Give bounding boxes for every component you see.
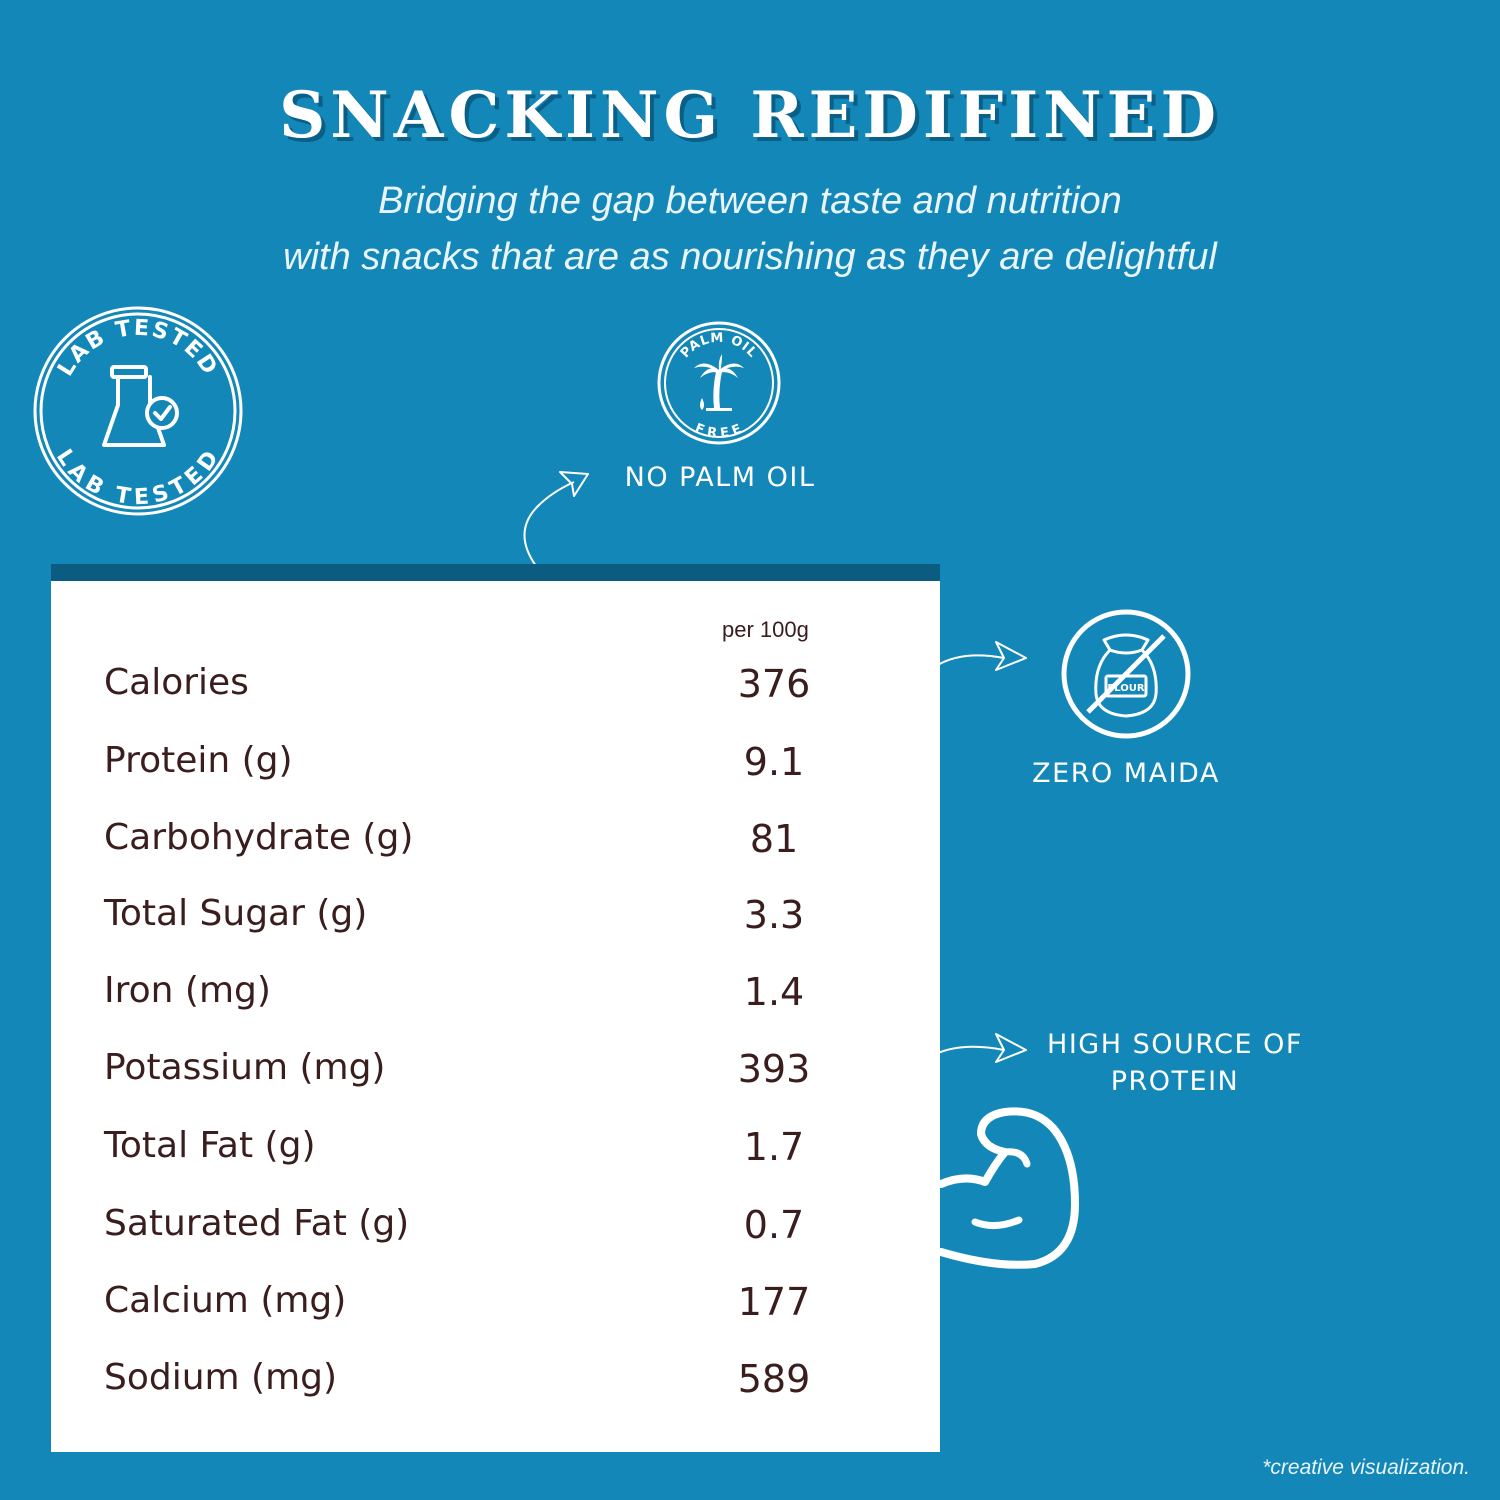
nutrition-row-calcium: Calcium (mg) 177 xyxy=(104,1280,844,1340)
nutrient-value: 1.7 xyxy=(743,1125,805,1169)
nutrition-row-sodium: Sodium (mg) 589 xyxy=(104,1357,844,1417)
nutrient-value: 589 xyxy=(737,1357,811,1401)
zero-maida-label: ZERO MAIDA xyxy=(1032,758,1220,789)
footnote: *creative visualization. xyxy=(1262,1456,1470,1479)
nutrient-name: Iron (mg) xyxy=(104,970,271,1011)
nutrient-value: 9.1 xyxy=(743,740,805,784)
nutrition-row-calories: Calories 376 xyxy=(104,662,844,722)
nutrient-value: 0.7 xyxy=(743,1203,805,1247)
nutrient-name: Total Fat (g) xyxy=(104,1125,316,1166)
nutrition-panel-header-bar xyxy=(51,564,940,581)
arrow-to-protein-icon xyxy=(935,1033,1027,1063)
palm-oil-free-badge: PALM OIL FREE xyxy=(657,321,781,445)
nutrient-name: Saturated Fat (g) xyxy=(104,1203,410,1244)
no-palm-oil-label: NO PALM OIL xyxy=(624,462,816,493)
palm-oil-bottom-text: FREE xyxy=(693,421,746,441)
nutrient-name: Calcium (mg) xyxy=(104,1280,347,1321)
arrow-to-palm-oil-icon xyxy=(523,471,589,567)
high-protein-label: HIGH SOURCE OF PROTEIN xyxy=(1030,1026,1320,1100)
nutrient-name: Calories xyxy=(104,662,249,703)
nutrient-name: Potassium (mg) xyxy=(104,1047,386,1088)
nutrition-row-iron: Iron (mg) 1.4 xyxy=(104,970,844,1030)
arrow-to-zero-maida-icon xyxy=(935,641,1027,671)
nutrient-value: 81 xyxy=(749,817,799,861)
flour-label: FLOUR xyxy=(1107,683,1144,694)
per-100g-header: per 100g xyxy=(722,617,809,642)
nutrition-panel xyxy=(51,581,940,1452)
nutrient-name: Carbohydrate (g) xyxy=(104,817,414,858)
nutrition-row-carbohydrate: Carbohydrate (g) 81 xyxy=(104,817,844,877)
nutrient-name: Protein (g) xyxy=(104,740,293,781)
nutrient-value: 376 xyxy=(737,662,811,706)
nutrition-row-protein: Protein (g) 9.1 xyxy=(104,740,844,800)
nutrient-name: Total Sugar (g) xyxy=(104,893,368,934)
nutrition-row-total-fat: Total Fat (g) 1.7 xyxy=(104,1125,844,1185)
nutrient-name: Sodium (mg) xyxy=(104,1357,338,1398)
nutrient-value: 3.3 xyxy=(743,893,805,937)
nutrition-row-saturated-fat: Saturated Fat (g) 0.7 xyxy=(104,1203,844,1263)
nutrient-value: 177 xyxy=(737,1280,811,1324)
nutrition-row-potassium: Potassium (mg) 393 xyxy=(104,1047,844,1107)
page-title: SNACKING REDIFINED xyxy=(279,78,1221,153)
high-protein-label-line-2: PROTEIN xyxy=(1110,1066,1240,1097)
palm-tree-icon xyxy=(694,354,744,411)
subtitle-line-2: with snacks that are as nourishing as th… xyxy=(283,236,1217,278)
lab-tested-bottom-text: LAB TESTED xyxy=(51,445,225,510)
palm-oil-top-text: PALM OIL xyxy=(678,331,760,361)
subtitle-line-1: Bridging the gap between taste and nutri… xyxy=(378,180,1122,222)
no-flour-icon: FLOUR xyxy=(1086,633,1166,718)
lab-flask-check-icon xyxy=(102,365,179,447)
high-protein-label-line-1: HIGH SOURCE OF xyxy=(1047,1029,1303,1060)
flexed-arm-icon xyxy=(937,1107,1079,1269)
lab-tested-badge: LAB TESTED LAB TESTED xyxy=(33,306,243,516)
nutrition-row-total-sugar: Total Sugar (g) 3.3 xyxy=(104,893,844,953)
nutrient-value: 393 xyxy=(737,1047,811,1091)
zero-maida-badge: FLOUR xyxy=(1061,609,1191,739)
nutrient-value: 1.4 xyxy=(743,970,805,1014)
